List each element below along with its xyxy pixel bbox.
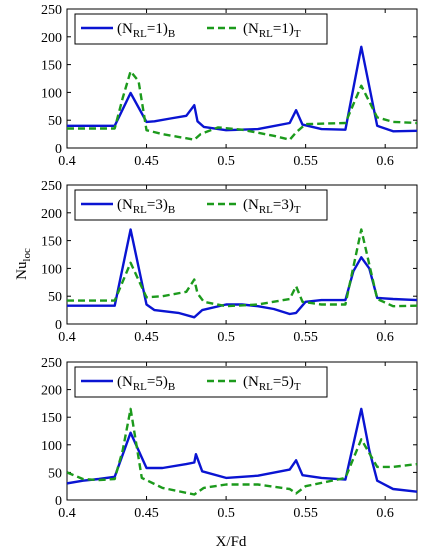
x-tick-label: 0.45 bbox=[134, 154, 159, 169]
y-tick-label: 100 bbox=[41, 86, 62, 101]
y-tick-label: 250 bbox=[41, 356, 62, 371]
legend-entry: (NRL=1)B bbox=[117, 21, 175, 40]
y-tick-label: 0 bbox=[55, 494, 62, 509]
x-tick-label: 0.6 bbox=[376, 154, 394, 169]
y-tick-label: 200 bbox=[41, 207, 62, 222]
legend-entry: (NRL=3)B bbox=[117, 197, 175, 216]
legend: (NRL=5)B (NRL=5)T bbox=[74, 366, 328, 398]
x-axis-label: X/Fd bbox=[216, 534, 247, 550]
x-tick-label: 0.55 bbox=[293, 154, 318, 169]
legend-entry: (NRL=5)T bbox=[243, 374, 301, 393]
x-tick-label: 0.4 bbox=[58, 154, 76, 169]
chart-panel-2: 0.4 0.45 0.5 0.55 0.6 0 50 100 150 200 250 (NRL=3)B… bbox=[41, 179, 418, 345]
chart-panel-3: 0.4 0.45 0.5 0.55 0.6 0 50 100 150 200 250 (NRL=5)B… bbox=[41, 356, 418, 521]
y-tick-label: 250 bbox=[41, 3, 62, 18]
x-tick-label: 0.4 bbox=[58, 506, 76, 521]
y-tick-label: 150 bbox=[41, 59, 62, 74]
series-line-b bbox=[67, 228, 417, 319]
x-tick-label: 0.55 bbox=[293, 330, 318, 345]
y-axis-label: Nuloc bbox=[14, 248, 33, 280]
legend-entry: (NRL=3)T bbox=[243, 197, 301, 216]
y-tick-label: 50 bbox=[48, 466, 62, 481]
y-tick-label: 200 bbox=[41, 31, 62, 46]
series-line-b bbox=[67, 45, 417, 133]
legend-box bbox=[74, 366, 328, 398]
y-tick-label: 250 bbox=[41, 179, 62, 194]
x-tick-label: 0.6 bbox=[376, 506, 394, 521]
x-tick-label: 0.4 bbox=[58, 330, 76, 345]
series-line-t bbox=[67, 407, 417, 496]
legend-entry: (NRL=1)T bbox=[243, 21, 301, 40]
x-tick-label: 0.5 bbox=[217, 506, 235, 521]
y-tick-label: 0 bbox=[55, 142, 62, 157]
legend-box bbox=[74, 189, 328, 221]
series-line-b bbox=[67, 407, 417, 493]
series-line-t bbox=[67, 228, 417, 308]
x-tick-label: 0.5 bbox=[217, 330, 235, 345]
legend: (NRL=1)B (NRL=1)T bbox=[74, 13, 328, 45]
y-tick-label: 100 bbox=[41, 262, 62, 277]
y-tick-label: 50 bbox=[48, 114, 62, 129]
legend-box bbox=[74, 13, 328, 45]
x-tick-label: 0.55 bbox=[293, 506, 318, 521]
x-tick-label: 0.5 bbox=[217, 154, 235, 169]
series-line-t bbox=[67, 70, 417, 141]
y-tick-label: 150 bbox=[41, 235, 62, 250]
legend-entry: (NRL=5)B bbox=[117, 374, 175, 393]
legend: (NRL=3)B (NRL=3)T bbox=[74, 189, 328, 221]
x-tick-label: 0.45 bbox=[134, 506, 159, 521]
chart-panel-1: 0.4 0.45 0.5 0.55 0.6 0 50 100 150 200 250 (NRL=1)B… bbox=[41, 3, 418, 169]
y-tick-label: 200 bbox=[41, 384, 62, 399]
y-tick-label: 150 bbox=[41, 411, 62, 426]
x-tick-label: 0.6 bbox=[376, 330, 394, 345]
y-tick-label: 0 bbox=[55, 318, 62, 333]
y-tick-label: 50 bbox=[48, 290, 62, 305]
y-tick-label: 100 bbox=[41, 439, 62, 454]
x-tick-label: 0.45 bbox=[134, 330, 159, 345]
